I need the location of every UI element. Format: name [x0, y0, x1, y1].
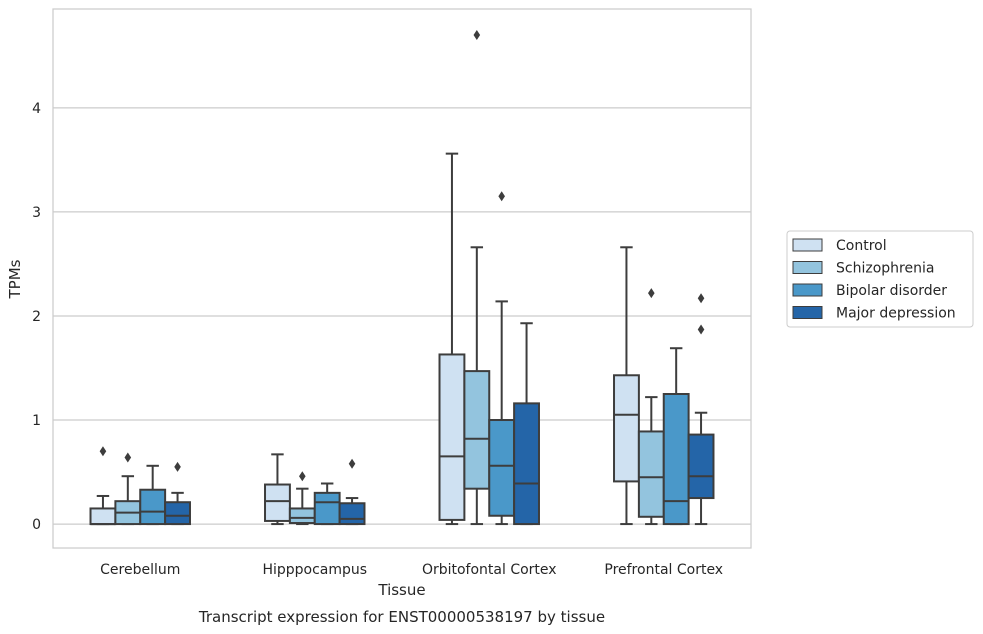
box-iqr [662, 393, 690, 526]
legend-label: Bipolar disorder [836, 283, 947, 299]
legend-label: Major depression [836, 306, 956, 322]
outlier-point [498, 191, 505, 202]
box-iqr [164, 501, 191, 526]
y-tick-label: 0 [32, 517, 41, 533]
y-tick-label: 2 [32, 309, 41, 325]
outlier-point [348, 458, 356, 469]
y-axis-label: TPMs [6, 259, 24, 299]
box-iqr [139, 488, 167, 526]
legend-swatch [792, 283, 823, 297]
legend-swatch [792, 261, 823, 274]
outlier-point [697, 293, 705, 304]
legend-frame [786, 230, 974, 328]
y-tick-label: 1 [32, 413, 41, 429]
outlier-point [99, 446, 107, 457]
plot-frame [52, 8, 752, 549]
box-plot-area [89, 30, 715, 526]
y-tick-label: 3 [32, 205, 41, 221]
legend-swatch [792, 306, 823, 319]
box-iqr [338, 502, 366, 526]
outlier-point [124, 452, 132, 463]
box-iqr [89, 507, 117, 526]
outlier-point [697, 324, 705, 335]
legend: Control Schizophrenia Bipolar disorder Majo… [786, 230, 974, 328]
outlier-point [473, 30, 481, 41]
x-axis-label: Tissue [377, 581, 425, 599]
box-iqr [288, 507, 316, 525]
box-iqr [488, 419, 516, 517]
box-iqr [613, 374, 640, 483]
x-axis-ticks: Cerebellum Hipppocampus Orbitofontal Corte… [100, 562, 723, 578]
y-tick-label: 4 [32, 101, 41, 117]
x-tick-label: Cerebellum [100, 562, 180, 578]
box-iqr [313, 491, 341, 526]
x-tick-label: Prefrontal Cortex [604, 562, 723, 578]
legend-label: Control [836, 238, 887, 254]
outlier-point [648, 288, 655, 299]
legend-label: Schizophrenia [836, 261, 934, 277]
y-axis-ticks: 0 1 2 3 4 [32, 101, 41, 533]
box-iqr [513, 402, 540, 526]
box-iqr [463, 370, 491, 490]
box-iqr [264, 483, 291, 522]
chart-caption: Transcript expression for ENST0000053819… [198, 608, 605, 626]
outlier-point [299, 471, 306, 482]
box-iqr [438, 353, 466, 521]
outlier-point [174, 461, 181, 472]
box-iqr [687, 433, 715, 500]
x-tick-label: Orbitofontal Cortex [422, 562, 557, 578]
x-tick-label: Hipppocampus [262, 562, 367, 578]
box-iqr [637, 430, 665, 518]
legend-swatch [792, 238, 823, 252]
